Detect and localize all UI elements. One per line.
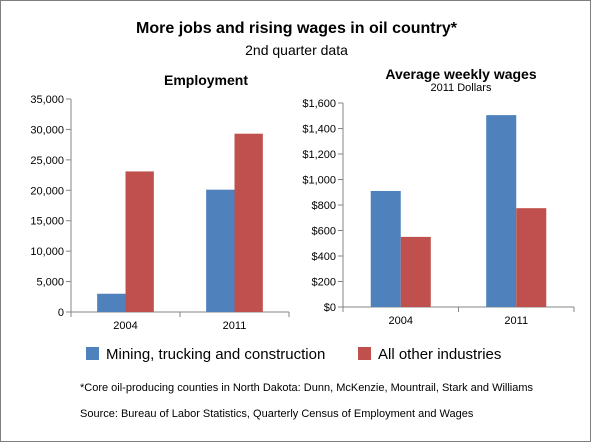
employment-y-tick-label: 0: [58, 307, 64, 319]
employment-y-tick-label: 35,000: [30, 94, 64, 106]
wages-chart: $0 $200 $400 $600 $800 $1,000 $1,200 $1,400 $1,6…: [302, 98, 575, 327]
legend: Mining, trucking and construction All ot…: [86, 345, 546, 365]
wages-y-tick-label: $400: [312, 251, 336, 263]
wages-y-tick-label: $0: [324, 302, 336, 314]
wages-y-tick-label: $200: [312, 277, 336, 289]
employment-y-tick-label: 15,000: [30, 216, 64, 228]
employment-bar-mining-2011: [206, 189, 235, 312]
wages-chart-title: Average weekly wages: [385, 66, 537, 82]
employment-x-tick-label: 2011: [223, 320, 247, 332]
legend-swatch-other: [358, 347, 371, 360]
legend-swatch-mining: [86, 347, 99, 360]
legend-item-other: All other industries: [358, 345, 501, 365]
wages-y-tick-label: $800: [312, 200, 336, 212]
employment-bar-other-2004: [125, 171, 154, 312]
legend-item-mining: Mining, trucking and construction: [86, 345, 325, 365]
wages-bar-other-2004: [400, 236, 431, 307]
figure-subtitle: 2nd quarter data: [245, 42, 348, 58]
employment-bar-other-2011: [234, 133, 263, 312]
wages-y-tick-label: $1,200: [302, 149, 336, 161]
employment-chart: 0 5,000 10,000 15,000 20,000 25,000 30,000 35,0…: [30, 94, 290, 332]
wages-x-tick-label: 2011: [504, 315, 528, 327]
employment-y-tick-label: 5,000: [36, 277, 64, 289]
figure-title: More jobs and rising wages in oil countr…: [136, 20, 457, 37]
employment-bar-mining-2004: [97, 293, 126, 312]
employment-chart-title: Employment: [163, 72, 248, 88]
wages-y-tick-label: $1,600: [302, 98, 336, 110]
wages-bar-other-2011: [516, 208, 547, 307]
wages-y-tick-label: $1,400: [302, 124, 336, 136]
wages-y-tick-label: $600: [312, 226, 336, 238]
employment-y-tick-label: 10,000: [30, 246, 64, 258]
wages-chart-subtitle: 2011 Dollars: [430, 82, 492, 94]
legend-label-other: All other industries: [378, 346, 502, 363]
employment-y-tick-label: 25,000: [30, 155, 64, 167]
footnote: *Core oil-producing counties in North Da…: [80, 382, 534, 394]
employment-y-tick-label: 20,000: [30, 185, 64, 197]
legend-label-mining: Mining, trucking and construction: [106, 346, 326, 363]
source-note: Source: Bureau of Labor Statistics, Quar…: [80, 408, 474, 420]
wages-y-tick-label: $1,000: [302, 175, 336, 187]
employment-x-tick-label: 2004: [113, 320, 137, 332]
employment-y-tick-label: 30,000: [30, 124, 64, 136]
wages-bar-mining-2011: [486, 115, 517, 307]
wages-bar-mining-2004: [370, 190, 401, 307]
wages-x-tick-label: 2004: [389, 315, 413, 327]
